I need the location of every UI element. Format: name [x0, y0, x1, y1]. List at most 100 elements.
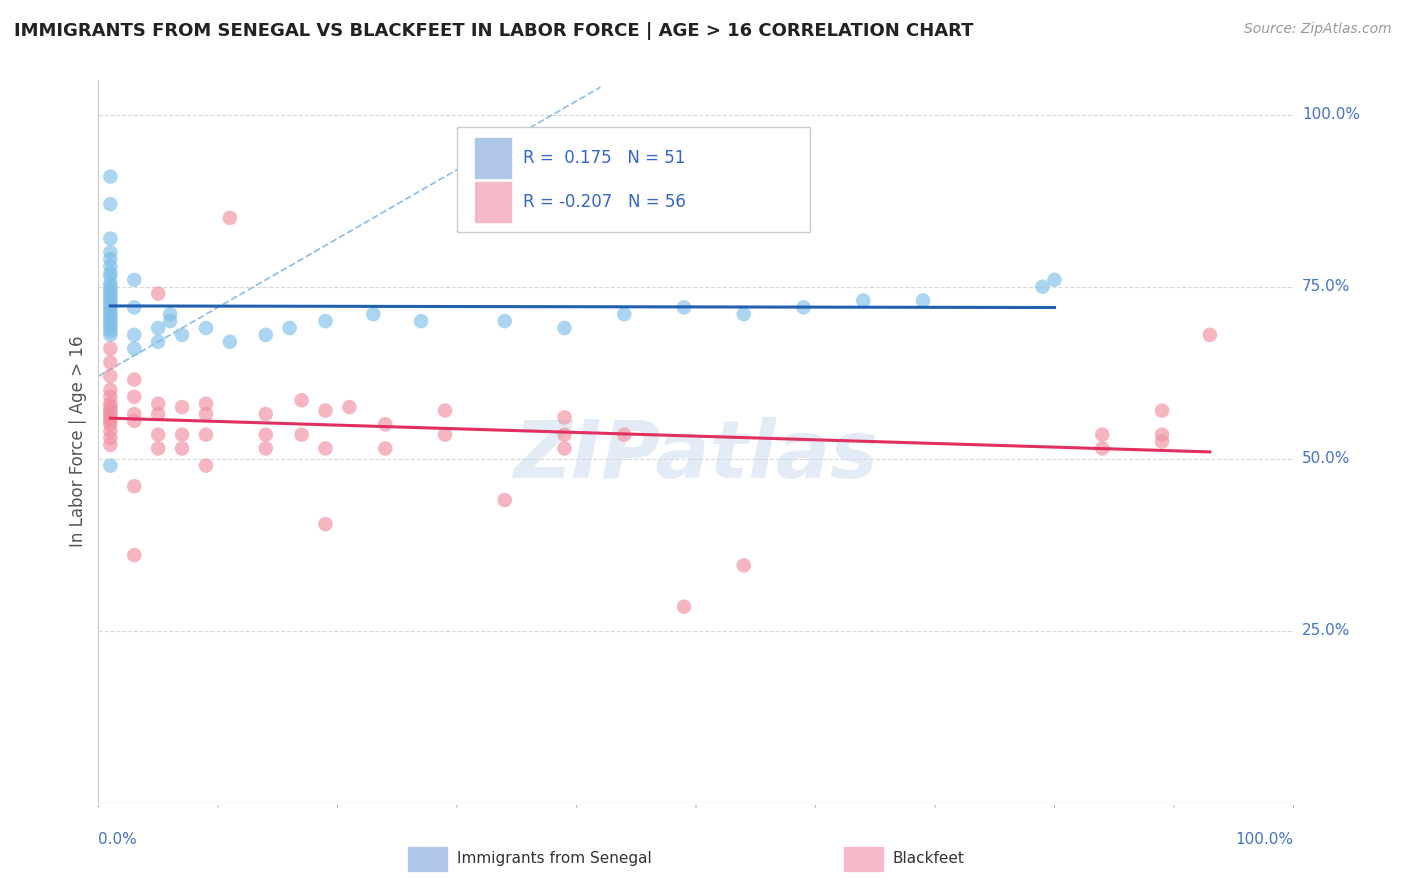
Point [98, 327, 122, 342]
Point [374, 417, 396, 432]
Point [1032, 279, 1054, 293]
Point [98, 431, 122, 445]
Text: R =  0.175   N = 51: R = 0.175 N = 51 [523, 149, 685, 168]
Point [339, 400, 361, 414]
Point [363, 307, 385, 321]
Point [124, 373, 146, 387]
FancyBboxPatch shape [475, 182, 510, 221]
Point [98, 318, 122, 332]
Point [98, 458, 122, 473]
Point [1091, 442, 1114, 456]
Point [374, 442, 396, 456]
Point [124, 414, 146, 428]
Point [98, 397, 122, 411]
Point [554, 442, 576, 456]
Point [1152, 434, 1174, 449]
Point [98, 231, 122, 245]
Point [148, 321, 170, 335]
FancyBboxPatch shape [457, 128, 810, 232]
Point [124, 548, 146, 562]
Point [793, 301, 815, 315]
Point [98, 252, 122, 267]
Point [98, 314, 122, 328]
Point [195, 427, 218, 442]
Point [98, 303, 122, 318]
Point [98, 286, 122, 301]
Point [148, 407, 170, 421]
Text: ZIPatlas: ZIPatlas [513, 417, 879, 495]
Point [254, 442, 277, 456]
Point [98, 383, 122, 397]
Point [554, 410, 576, 425]
Point [172, 327, 194, 342]
Point [254, 407, 277, 421]
Point [159, 307, 181, 321]
Point [911, 293, 934, 308]
Point [98, 414, 122, 428]
Text: 50.0%: 50.0% [1302, 451, 1350, 467]
Point [1199, 327, 1222, 342]
Point [195, 397, 218, 411]
Point [195, 321, 218, 335]
Point [219, 334, 242, 349]
Point [124, 273, 146, 287]
Text: Blackfeet: Blackfeet [893, 852, 965, 866]
Point [315, 442, 337, 456]
Point [411, 314, 433, 328]
Point [98, 169, 122, 184]
Text: 25.0%: 25.0% [1302, 624, 1350, 639]
Point [254, 427, 277, 442]
Text: Immigrants from Senegal: Immigrants from Senegal [457, 852, 652, 866]
Point [172, 400, 194, 414]
FancyBboxPatch shape [475, 138, 510, 178]
Point [148, 286, 170, 301]
Point [291, 427, 314, 442]
Point [98, 390, 122, 404]
Text: 100.0%: 100.0% [1302, 107, 1360, 122]
Point [98, 417, 122, 432]
Point [98, 277, 122, 291]
Point [1152, 427, 1174, 442]
Point [159, 314, 181, 328]
Point [148, 427, 170, 442]
Point [613, 307, 636, 321]
Text: 0.0%: 0.0% [98, 831, 138, 847]
Point [98, 266, 122, 280]
Text: Source: ZipAtlas.com: Source: ZipAtlas.com [1244, 22, 1392, 37]
Point [98, 301, 122, 315]
Point [124, 479, 146, 493]
Point [98, 403, 122, 417]
Point [1091, 427, 1114, 442]
Point [98, 310, 122, 325]
Y-axis label: In Labor Force | Age > 16: In Labor Force | Age > 16 [69, 335, 87, 548]
Point [148, 397, 170, 411]
Point [124, 301, 146, 315]
Point [148, 442, 170, 456]
Point [98, 438, 122, 452]
Point [98, 307, 122, 321]
Point [494, 314, 516, 328]
Point [98, 400, 122, 414]
Point [852, 293, 875, 308]
Point [1152, 403, 1174, 417]
Text: 75.0%: 75.0% [1302, 279, 1350, 294]
Point [434, 427, 457, 442]
Point [673, 301, 696, 315]
Point [98, 410, 122, 425]
Point [172, 427, 194, 442]
Point [98, 325, 122, 339]
Point [219, 211, 242, 225]
Point [195, 407, 218, 421]
Point [315, 517, 337, 532]
Point [98, 290, 122, 304]
Point [291, 393, 314, 408]
Text: IMMIGRANTS FROM SENEGAL VS BLACKFEET IN LABOR FORCE | AGE > 16 CORRELATION CHART: IMMIGRANTS FROM SENEGAL VS BLACKFEET IN … [14, 22, 973, 40]
Point [124, 327, 146, 342]
Point [494, 493, 516, 508]
Point [98, 297, 122, 311]
Point [98, 369, 122, 384]
Text: 100.0%: 100.0% [1236, 831, 1294, 847]
Point [98, 259, 122, 273]
Point [148, 334, 170, 349]
Text: R = -0.207   N = 56: R = -0.207 N = 56 [523, 193, 686, 211]
